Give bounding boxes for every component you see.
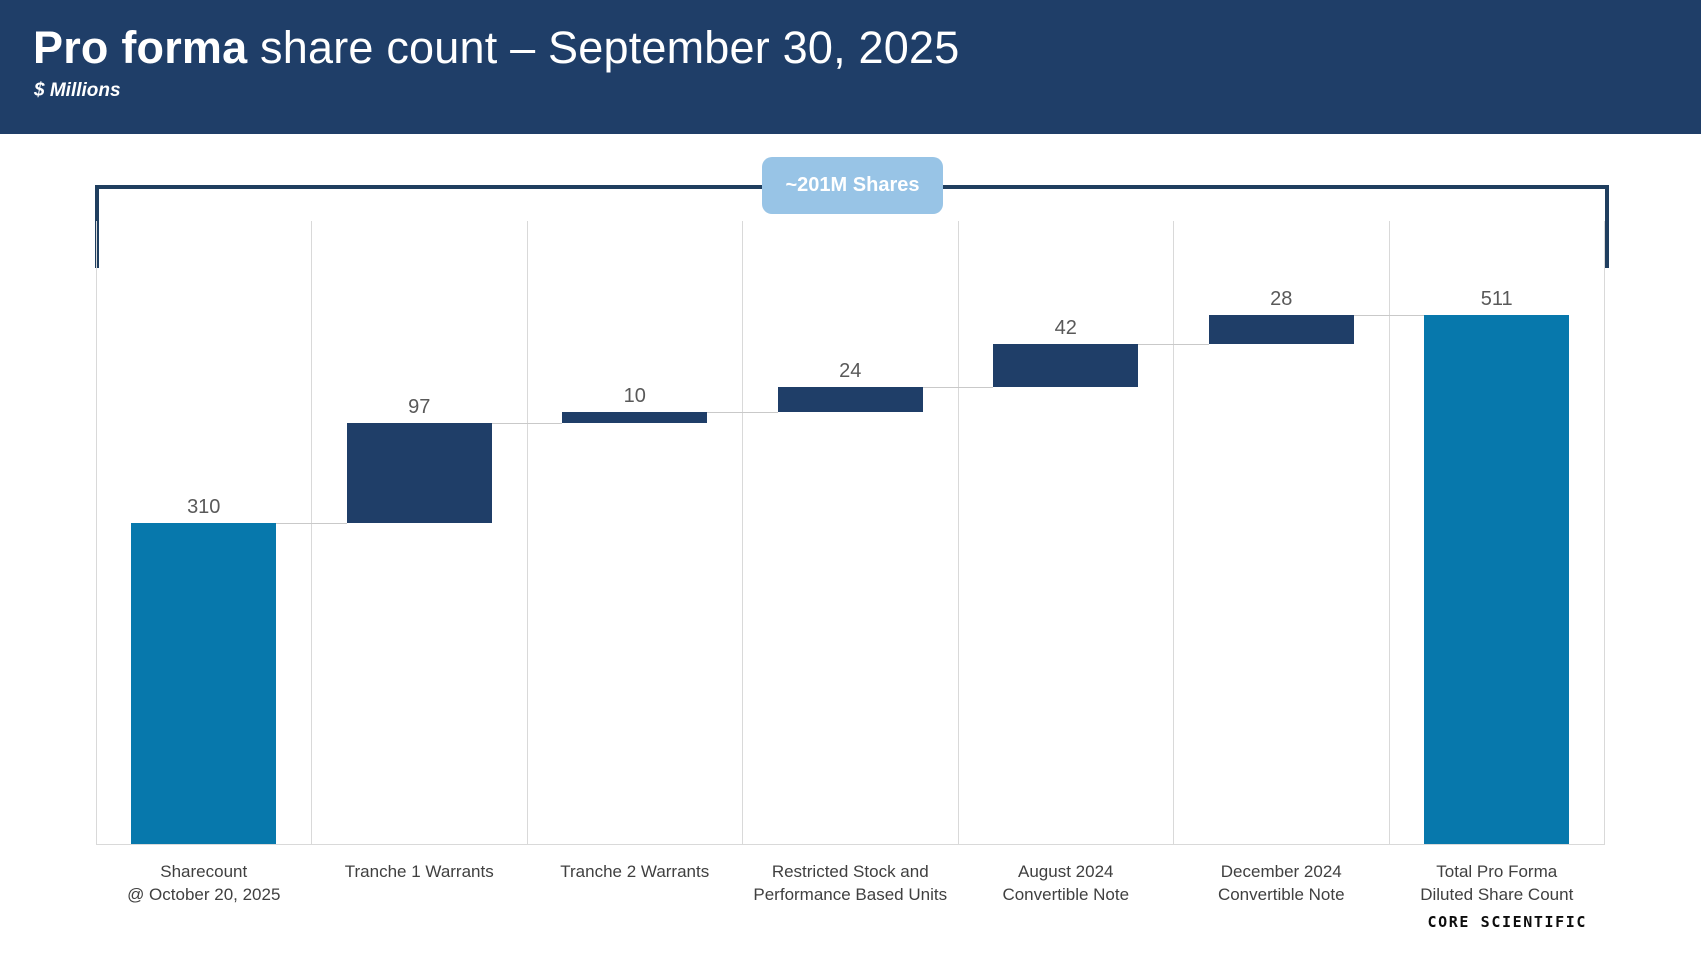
value-label: 28 [1270,288,1293,310]
category-label: Sharecount @ October 20, 2025 [96,860,311,906]
bar [346,422,492,524]
value-label: 10 [623,385,646,408]
bar [1424,315,1570,844]
bracket-left-tick [95,185,99,268]
category-label: Restricted Stock and Performance Based Un… [743,860,958,906]
bar [1208,315,1354,344]
gridline [1173,221,1174,844]
page-title: Pro forma share count – September 30, 20… [33,22,959,74]
category-label: Tranche 1 Warrants [312,860,527,883]
gridline [95,221,97,844]
value-label: 24 [839,360,862,383]
value-label: 511 [1480,288,1513,310]
gridline [957,221,959,844]
category-label-line: Performance Based Units [753,885,948,904]
category-label-line: Tranche 1 Warrants [344,862,494,881]
header-band: Pro forma share count – September 30, 20… [0,0,1701,134]
bar [131,523,277,844]
category-label-line: Sharecount [160,862,248,881]
gridline [526,221,528,844]
category-label-line: December 2024 [1220,862,1342,881]
category-label-line: Total Pro Forma [1436,862,1558,881]
gridline [742,221,743,844]
category-label: Tranche 2 Warrants [527,860,742,883]
category-label: Total Pro Forma Diluted Share Count [1389,860,1604,906]
category-label-line: Convertible Note [1217,885,1345,904]
value-label: 97 [408,395,431,418]
connector-line [276,523,347,525]
units-subtitle: $ Millions [34,80,121,101]
gridline [1388,221,1390,844]
category-label-line: Tranche 2 Warrants [560,862,710,881]
category-label: December 2024 Convertible Note [1174,860,1389,906]
connector-line [1353,315,1425,316]
bar [993,343,1139,388]
value-label: 42 [1054,316,1077,339]
bar [562,412,708,423]
category-label-line: Convertible Note [1002,885,1130,904]
bar [777,387,923,413]
category-label-line: Diluted Share Count [1420,885,1574,904]
gridline [311,221,312,844]
x-axis-line [96,844,1605,845]
bracket-right-tick [1605,185,1609,268]
connector-line [922,387,994,389]
gridline [1604,221,1605,844]
connector-line [1138,343,1209,345]
connector-line [491,422,563,424]
category-label-line: Restricted Stock and [771,862,929,881]
page-title-bold: Pro forma [33,22,248,73]
value-label: 310 [187,496,221,519]
shares-annotation-badge: ~201M Shares [762,157,943,214]
page-title-rest: share count – September 30, 2025 [247,22,960,73]
connector-line [707,412,778,414]
category-label: August 2024 Convertible Note [958,860,1173,906]
category-label-line: @ October 20, 2025 [127,885,281,904]
core-scientific-logo: CORE SCIENTIFIC [1427,913,1587,931]
category-label-line: August 2024 [1018,862,1114,881]
